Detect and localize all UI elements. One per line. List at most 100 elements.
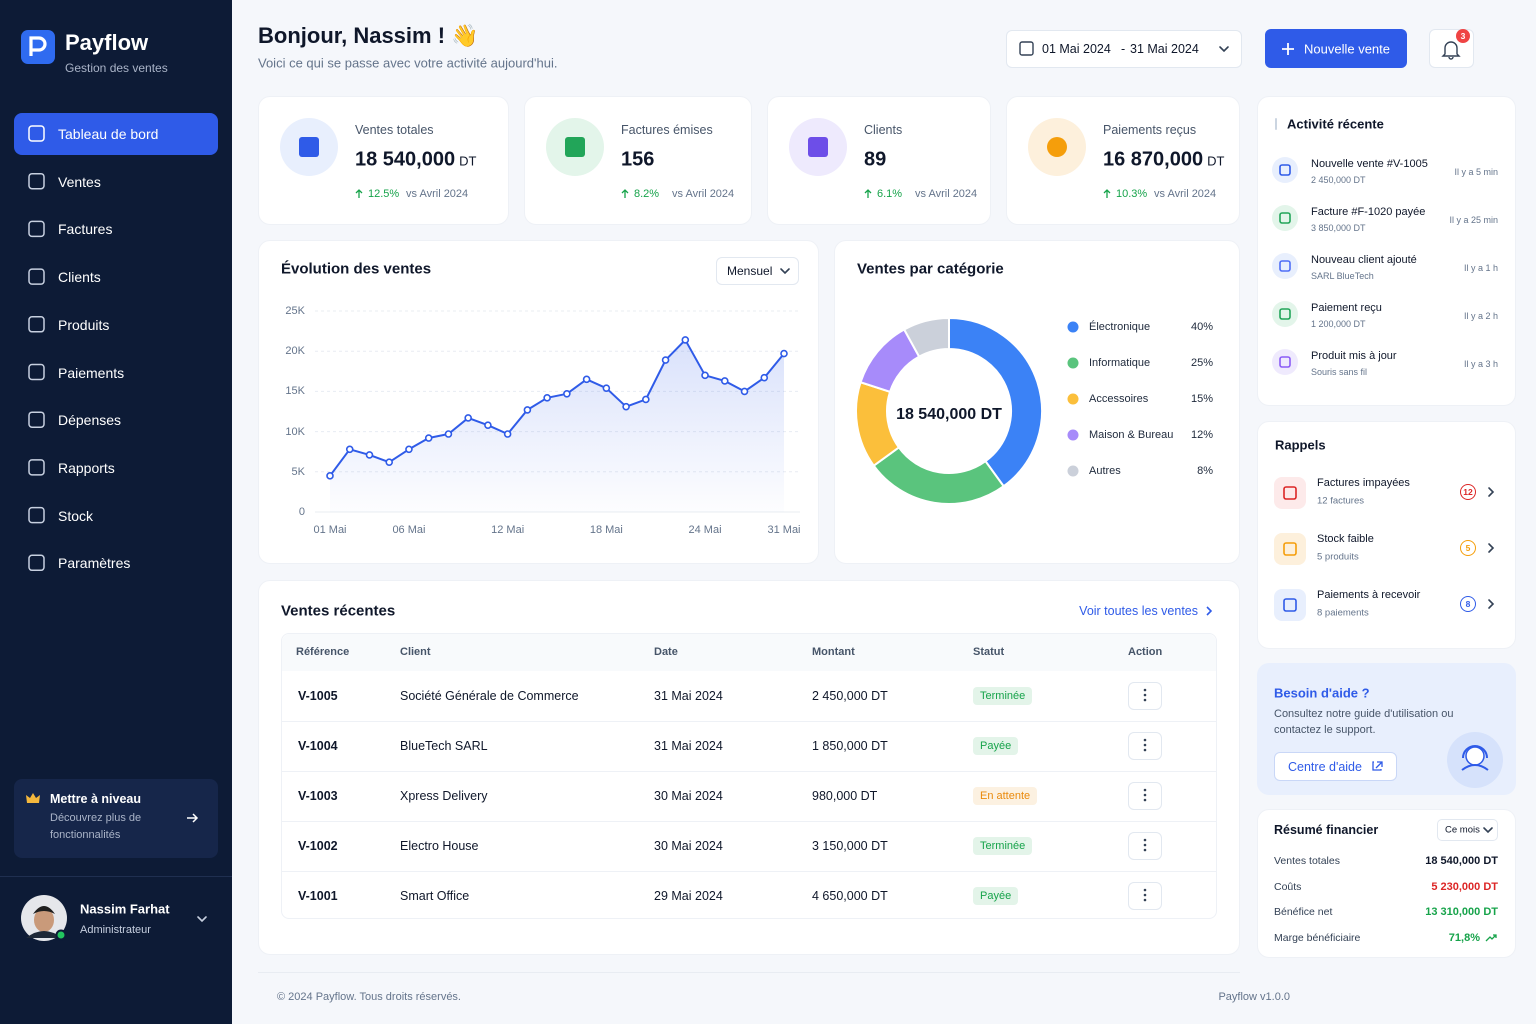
finance-period: Ce mois — [1445, 824, 1480, 836]
kpi-icon-bg — [546, 118, 604, 176]
kpi-icon-bg — [280, 118, 338, 176]
section-title: Ventes récentes — [281, 602, 396, 620]
activity-title: Nouveau client ajouté — [1311, 254, 1417, 266]
kpi-label: Paiements reçus — [1103, 123, 1197, 137]
nav-item[interactable]: Factures — [58, 221, 113, 238]
x-tick-label: 31 Mai — [767, 524, 801, 536]
status-pill: Terminée — [973, 837, 1033, 855]
sale-client: Xpress Delivery — [400, 789, 488, 803]
status-pill: Payée — [973, 887, 1019, 905]
finance-label: Coûts — [1274, 880, 1302, 893]
kpi-label: Clients — [864, 123, 903, 137]
finance-period-select[interactable] — [1437, 819, 1498, 841]
action-button[interactable] — [1128, 832, 1162, 860]
sale-amount: 1 850,000 DT — [812, 739, 888, 753]
sale-client: Electro House — [400, 839, 479, 853]
nav-item[interactable]: Dépenses — [58, 412, 122, 429]
sale-date: 31 Mai 2024 — [654, 689, 723, 703]
reminder-badge — [1460, 540, 1476, 556]
action-button[interactable] — [1128, 882, 1162, 910]
reminder-icon-bg — [1274, 533, 1306, 565]
activity-title: Paiement reçu — [1311, 302, 1382, 314]
column-header: Client — [400, 646, 431, 658]
nav-item[interactable]: Ventes — [58, 173, 101, 190]
nav-item[interactable]: Clients — [58, 269, 101, 286]
kpi-label: Ventes totales — [355, 123, 434, 137]
activity-title: Nouvelle vente #V-1005 — [1311, 158, 1428, 170]
legend-label: Informatique — [1089, 357, 1151, 369]
nav-item[interactable]: Tableau de bord — [58, 126, 159, 142]
kpi-value: 89 — [864, 149, 886, 172]
finance-value: 18 540,000 DT — [1425, 855, 1498, 867]
kpi-number: 18 540,000 — [355, 148, 456, 171]
y-tick-label: 15K — [285, 385, 305, 398]
kpi-number: 89 — [864, 148, 887, 171]
row-divider — [282, 871, 1216, 872]
kpi-change: 12.5% — [368, 188, 400, 200]
upgrade-title: Mettre à niveau — [50, 792, 142, 806]
reminder-title: Factures impayées — [1317, 477, 1410, 489]
kpi-compare: vs Avril 2024 — [406, 188, 469, 200]
chart-title: Ventes par catégorie — [857, 260, 1004, 278]
activity-icon-bg — [1272, 253, 1298, 279]
activity-time: Il y a 2 h — [1463, 311, 1498, 321]
kpi-compare: vs Avril 2024 — [915, 188, 978, 200]
action-button[interactable] — [1128, 732, 1162, 760]
date-picker[interactable] — [1006, 30, 1242, 68]
legend-label: Maison & Bureau — [1089, 429, 1174, 441]
legend-value: 8% — [1197, 465, 1213, 477]
table-header-bg — [282, 634, 1216, 671]
sale-amount: 3 150,000 DT — [812, 839, 888, 853]
category-chart-card — [834, 240, 1240, 564]
finance-value: 13 310,000 DT — [1425, 906, 1498, 918]
column-header: Référence — [296, 646, 350, 658]
nav-item[interactable]: Rapports — [58, 459, 115, 476]
view-all-link[interactable]: Voir toutes les ventes — [1079, 604, 1198, 618]
sale-client: Société Générale de Commerce — [400, 689, 579, 703]
x-tick-label: 24 Mai — [688, 524, 722, 536]
kpi-compare: vs Avril 2024 — [672, 188, 735, 200]
sale-date: 30 Mai 2024 — [654, 839, 723, 853]
notification-button[interactable] — [1429, 29, 1474, 68]
kpi-icon-bg — [1028, 118, 1086, 176]
activity-time: Il y a 25 min — [1449, 215, 1498, 225]
upgrade-card[interactable] — [14, 779, 218, 858]
nav-item[interactable]: Paramètres — [58, 555, 131, 572]
kpi-change: 6.1% — [877, 188, 903, 200]
nav-item[interactable]: Paiements — [58, 364, 125, 381]
action-button[interactable] — [1128, 782, 1162, 810]
row-divider — [282, 821, 1216, 822]
kpi-value: 18 540,000 DT — [355, 149, 476, 172]
date-separator: - — [1121, 42, 1126, 56]
activity-detail: 1 200,000 DT — [1311, 319, 1366, 329]
reminder-detail: 8 paiements — [1317, 607, 1369, 619]
reminder-count: 12 — [1463, 487, 1473, 497]
nav-item[interactable]: Produits — [58, 316, 110, 333]
sale-amount: 2 450,000 DT — [812, 689, 888, 703]
kpi-unit: DT — [459, 153, 477, 169]
activity-title: Produit mis à jour — [1311, 350, 1397, 362]
sale-amount: 4 650,000 DT — [812, 889, 888, 903]
help-title: Besoin d'aide ? — [1274, 685, 1370, 701]
nav-active-bg[interactable] — [14, 113, 218, 155]
y-tick-label: 0 — [298, 506, 305, 518]
legend-value: 25% — [1190, 357, 1213, 369]
nav-item[interactable]: Stock — [58, 507, 94, 524]
activity-detail: 3 850,000 DT — [1311, 223, 1366, 233]
finance-value: 71,8% — [1448, 931, 1480, 944]
row-divider — [282, 721, 1216, 722]
activity-icon-bg — [1272, 301, 1298, 327]
column-header: Statut — [973, 646, 1005, 658]
reminder-badge — [1460, 484, 1476, 500]
column-header: Action — [1128, 646, 1163, 658]
finance-value: 5 230,000 DT — [1431, 880, 1498, 893]
kpi-number: 16 870,000 — [1103, 148, 1204, 171]
y-tick-label: 20K — [285, 345, 305, 358]
row-divider — [282, 771, 1216, 772]
action-button[interactable] — [1128, 682, 1162, 710]
sale-amount: 980,000 DT — [812, 789, 878, 803]
finance-label: Bénéfice net — [1274, 906, 1333, 918]
status-pill: Terminée — [973, 687, 1033, 705]
kpi-value: 16 870,000 DT — [1103, 149, 1224, 172]
reminder-detail: 12 factures — [1317, 495, 1364, 507]
